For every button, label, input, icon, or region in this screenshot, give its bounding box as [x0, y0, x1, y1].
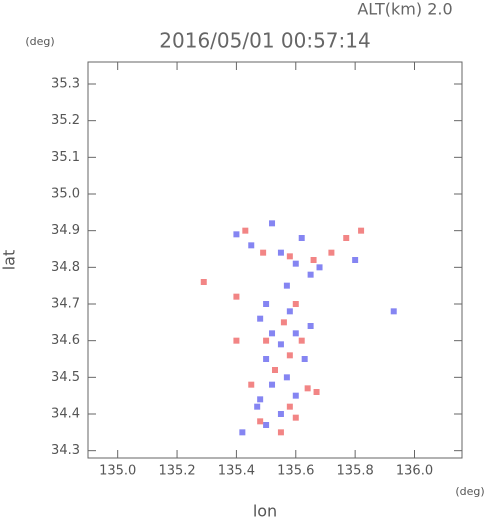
echo-point [298, 235, 305, 241]
echo-point [233, 231, 240, 238]
echo-point [343, 235, 350, 241]
echo-point [260, 249, 267, 256]
echo-point [307, 323, 314, 329]
echo-point [286, 253, 293, 260]
echo-point [310, 257, 317, 263]
echo-point [292, 330, 299, 337]
echo-point [292, 414, 299, 421]
echo-point [298, 337, 305, 344]
y-tick-label: 34.5 [51, 370, 80, 385]
y-tick-label: 34.6 [51, 333, 80, 348]
echo-point [277, 249, 284, 256]
echo-point [257, 315, 264, 322]
y-tick-label: 35.2 [51, 113, 80, 128]
chart-subtitle: ALT(km) 2.0 [357, 0, 452, 19]
echo-point [263, 356, 270, 362]
echo-point [269, 381, 276, 388]
y-tick-label: 35.1 [51, 150, 80, 165]
y-tick-label: 34.9 [51, 223, 80, 238]
echo-point [328, 249, 335, 256]
echo-point [352, 257, 359, 263]
echo-point [257, 418, 264, 425]
chart-title: 2016/05/01 00:57:14 [159, 29, 370, 53]
echo-point [239, 429, 246, 436]
echo-point [307, 271, 314, 278]
x-tick-label: 135.4 [218, 464, 255, 479]
echo-point [277, 429, 284, 436]
y-tick-label: 34.4 [51, 407, 80, 422]
x-axis-label: lon [253, 502, 277, 521]
echo-point [286, 352, 293, 359]
echo-point [292, 301, 299, 307]
echo-point [272, 367, 278, 373]
echo-point [280, 319, 287, 326]
echo-point [316, 264, 323, 271]
plot-frame [87, 61, 463, 459]
echo-point [263, 337, 270, 344]
echo-point [269, 220, 276, 227]
echo-point [200, 279, 207, 285]
echo-point [313, 389, 320, 395]
echo-point [242, 227, 249, 234]
y-tick-label: 34.3 [51, 443, 80, 458]
echo-point [286, 403, 293, 410]
echo-point [304, 385, 311, 392]
y-tick-label: 35.3 [51, 77, 80, 92]
y-tick-label: 35.0 [51, 187, 80, 202]
echo-point [248, 242, 255, 249]
echo-point [277, 411, 284, 417]
y-tick-label: 34.7 [51, 297, 80, 312]
echo-point [269, 330, 276, 337]
echo-point [277, 341, 284, 348]
echo-point [233, 293, 240, 300]
echo-point [301, 356, 308, 362]
echo-point [283, 282, 290, 289]
echo-point [390, 308, 397, 315]
echo-point [283, 374, 290, 381]
echo-point [248, 381, 255, 388]
x-unit: (deg) [455, 485, 484, 498]
echo-point [263, 301, 270, 307]
echo-point [286, 308, 293, 315]
y-unit: (deg) [25, 35, 54, 48]
echo-point [254, 403, 261, 410]
echo-point [358, 227, 365, 234]
y-axis-label: lat [0, 250, 19, 271]
x-tick-label: 135.8 [337, 464, 374, 479]
echo-point [257, 396, 264, 403]
x-tick-label: 136.0 [396, 464, 433, 479]
echo-point [233, 337, 240, 344]
echo-point [263, 422, 270, 428]
x-tick-label: 135.6 [277, 464, 314, 479]
echo-point [292, 260, 299, 267]
x-tick-label: 135.0 [99, 464, 136, 479]
x-tick-label: 135.2 [158, 464, 195, 479]
echo-point [292, 392, 299, 399]
y-tick-label: 34.8 [51, 260, 80, 275]
